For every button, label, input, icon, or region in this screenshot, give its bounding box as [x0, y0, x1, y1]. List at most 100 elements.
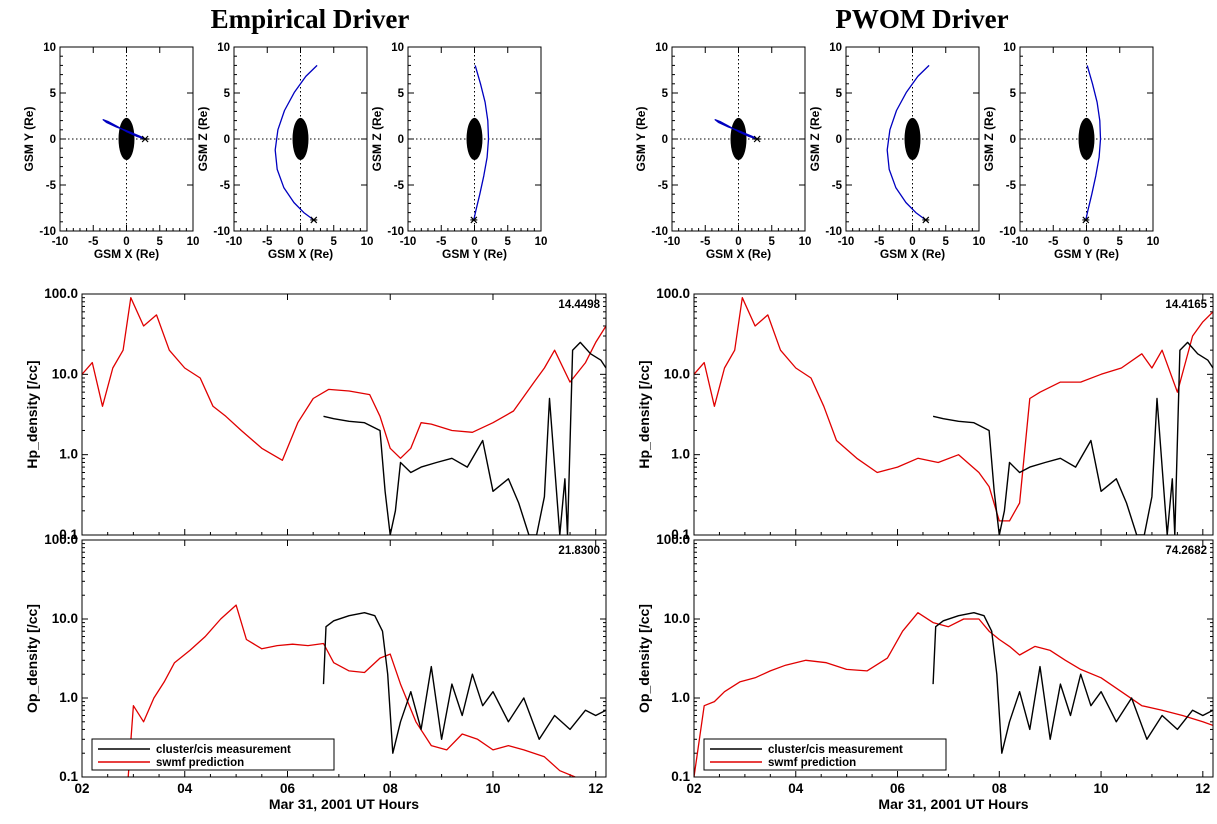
- orbit-end-marker: [310, 216, 318, 224]
- orbit-end-marker: [141, 135, 149, 143]
- y-axis-label: GSM Z (Re): [196, 107, 210, 172]
- y-axis-label: Hp_density [/cc]: [636, 360, 652, 468]
- orbit-trace: [102, 119, 146, 140]
- y-tick-label: 0: [224, 134, 230, 146]
- x-tick-label: 06: [280, 781, 296, 796]
- series-prediction-line: [694, 297, 1213, 522]
- x-tick-label: 0: [909, 236, 915, 248]
- x-tick-label: 10: [485, 781, 500, 796]
- y-tick-label: 0: [836, 134, 842, 146]
- y-tick-label: -10: [39, 226, 56, 238]
- column-title-empirical: Empirical Driver: [211, 4, 410, 34]
- y-tick-label: 0: [1010, 134, 1016, 146]
- x-tick-label: 5: [769, 236, 776, 248]
- y-axis-label: GSM Z (Re): [982, 107, 996, 172]
- y-tick-label: 10: [1003, 42, 1016, 54]
- x-tick-label: 0: [1083, 236, 1089, 248]
- legend-box: [703, 738, 947, 771]
- series-measurement-line: [322, 612, 606, 754]
- x-axis-label: GSM X (Re): [268, 247, 333, 261]
- x-tick-label: -5: [1048, 236, 1059, 248]
- y-tick-label: 10.0: [52, 611, 78, 626]
- earth-marker: [730, 117, 747, 161]
- y-tick-label: 0: [50, 134, 56, 146]
- x-axis-label: GSM Y (Re): [1054, 247, 1119, 261]
- orbit-trace: [473, 65, 490, 221]
- x-tick-label: 08: [383, 781, 399, 796]
- x-tick-label: -10: [1012, 236, 1029, 248]
- y-tick-label: 10: [43, 42, 56, 54]
- y-tick-label: -10: [825, 226, 842, 238]
- y-tick-label: 10.0: [664, 366, 690, 381]
- y-axis-label: Op_density [/cc]: [24, 604, 40, 713]
- x-tick-label: 10: [535, 236, 548, 248]
- x-tick-label: 02: [686, 781, 701, 796]
- legend-label-measurement: cluster/cis measurement: [768, 744, 903, 756]
- orbit-trace: [1085, 65, 1102, 221]
- x-axis-label: GSM Y (Re): [442, 247, 507, 261]
- x-axis-label: Mar 31, 2001 UT Hours: [878, 796, 1028, 812]
- plot-frame: [693, 539, 1214, 778]
- y-tick-label: 0.1: [671, 769, 690, 784]
- x-tick-label: 0: [471, 236, 477, 248]
- chart-op-density-empirical: 02 04 06 08 10 12 100.0 10.0 1.0 0.1 Mar 31, 2001 …: [24, 532, 607, 812]
- earth-marker: [118, 117, 135, 161]
- legend-label-measurement: cluster/cis measurement: [156, 744, 291, 756]
- x-axis-label: GSM X (Re): [94, 247, 159, 261]
- x-tick-label: -10: [664, 236, 681, 248]
- plot-frame: [671, 46, 806, 232]
- orbit-end-marker: [922, 216, 930, 224]
- x-tick-label: 10: [799, 236, 812, 248]
- y-tick-label: 100.0: [44, 532, 78, 547]
- chart-orbit-xy-pwom: -10 -5 0 5 10 10 5 0 -5 -10 GSM X (Re) GSM Y (Re): [634, 42, 811, 261]
- x-tick-label: -5: [436, 236, 447, 248]
- y-tick-label: 5: [1010, 88, 1017, 100]
- y-tick-label: 100.0: [44, 286, 78, 301]
- y-tick-label: 1.0: [671, 690, 690, 705]
- series-prediction-line: [82, 297, 606, 461]
- x-tick-label: 04: [788, 781, 804, 796]
- y-axis-label: GSM Y (Re): [22, 107, 36, 172]
- x-tick-label: 10: [1094, 781, 1109, 796]
- x-tick-label: 5: [331, 236, 338, 248]
- x-tick-label: -10: [226, 236, 243, 248]
- y-tick-label: 100.0: [656, 286, 690, 301]
- earth-marker: [1078, 117, 1095, 161]
- y-axis-label: GSM Z (Re): [808, 107, 822, 172]
- y-tick-label: 0.1: [59, 769, 78, 784]
- y-tick-label: 10: [217, 42, 230, 54]
- plot-frame: [59, 46, 194, 232]
- chart-orbit-yz-pwom: -10 -5 0 5 10 10 5 0 -5 -10 GSM Y (Re) GSM Z (Re): [982, 42, 1159, 261]
- y-tick-label: 10.0: [664, 611, 690, 626]
- x-tick-label: 0: [735, 236, 741, 248]
- chart-orbit-yz-empirical: -10 -5 0 5 10 10 5 0 -5 -10 GSM Y (Re) GSM Z (Re): [370, 42, 547, 261]
- y-axis-label: Op_density [/cc]: [636, 604, 652, 713]
- y-tick-label: 5: [662, 88, 669, 100]
- y-tick-label: 1.0: [59, 447, 78, 462]
- x-tick-label: 5: [157, 236, 164, 248]
- legend-label-prediction: swmf prediction: [768, 757, 856, 769]
- series-measurement-line: [323, 341, 606, 535]
- y-tick-label: 0: [398, 134, 404, 146]
- y-tick-label: 1.0: [59, 690, 78, 705]
- y-tick-label: 5: [836, 88, 843, 100]
- x-axis-label: Mar 31, 2001 UT Hours: [269, 796, 419, 812]
- column-title-pwom: PWOM Driver: [835, 4, 1008, 34]
- x-tick-label: 08: [992, 781, 1008, 796]
- plot-frame: [81, 539, 607, 778]
- x-tick-label: 10: [361, 236, 374, 248]
- y-tick-label: -10: [651, 226, 668, 238]
- y-tick-label: -5: [220, 180, 231, 192]
- chart-hp-density-pwom: 100.0 10.0 1.0 0.1 Hp_density [/cc] 14.4165: [636, 286, 1214, 542]
- y-tick-label: -5: [832, 180, 843, 192]
- x-axis-label: GSM X (Re): [706, 247, 771, 261]
- x-tick-label: -10: [838, 236, 855, 248]
- x-tick-label: -5: [874, 236, 885, 248]
- x-tick-label: 04: [177, 781, 193, 796]
- x-tick-label: 10: [187, 236, 200, 248]
- plot-frame: [1019, 46, 1154, 232]
- plot-frame: [233, 46, 368, 232]
- series-prediction-line: [694, 612, 1213, 777]
- earth-marker: [904, 117, 921, 161]
